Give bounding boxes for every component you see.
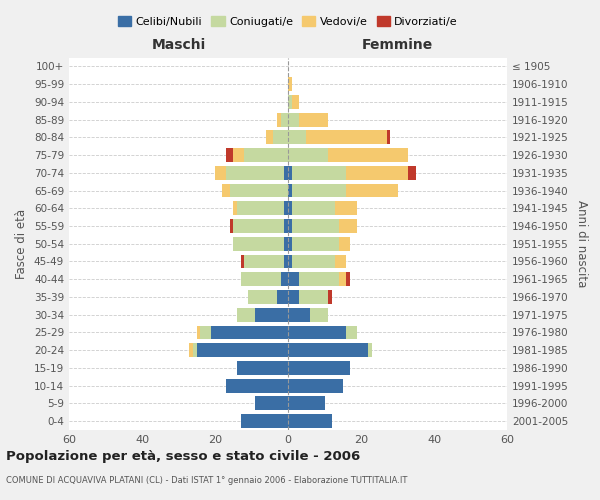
Bar xyxy=(288,95,292,109)
Bar xyxy=(226,166,284,179)
Bar xyxy=(288,254,292,268)
Bar xyxy=(190,344,193,357)
Text: COMUNE DI ACQUAVIVA PLATANI (CL) - Dati ISTAT 1° gennaio 2006 - Elaborazione TUT: COMUNE DI ACQUAVIVA PLATANI (CL) - Dati … xyxy=(6,476,407,485)
Bar xyxy=(255,396,288,410)
Bar xyxy=(368,344,372,357)
Bar xyxy=(226,148,233,162)
Bar xyxy=(284,254,288,268)
Bar xyxy=(339,219,358,233)
Bar xyxy=(241,272,281,286)
Text: Popolazione per età, sesso e stato civile - 2006: Popolazione per età, sesso e stato civil… xyxy=(6,450,360,463)
Bar xyxy=(335,202,358,215)
Bar xyxy=(292,166,346,179)
Bar xyxy=(310,308,328,322)
Bar xyxy=(386,130,390,144)
Bar xyxy=(288,290,299,304)
Bar xyxy=(409,166,416,179)
Bar xyxy=(306,130,386,144)
Bar xyxy=(288,378,343,392)
Bar xyxy=(346,326,358,340)
Bar xyxy=(230,184,288,198)
Bar xyxy=(284,166,288,179)
Bar xyxy=(197,344,288,357)
Bar xyxy=(288,326,346,340)
Bar xyxy=(299,112,328,126)
Bar xyxy=(299,290,328,304)
Bar xyxy=(292,184,346,198)
Bar xyxy=(292,202,335,215)
Bar xyxy=(339,272,346,286)
Bar xyxy=(233,237,284,250)
Legend: Celibi/Nubili, Coniugati/e, Vedovi/e, Divorziati/e: Celibi/Nubili, Coniugati/e, Vedovi/e, Di… xyxy=(115,13,461,30)
Bar xyxy=(288,184,292,198)
Bar xyxy=(284,219,288,233)
Bar xyxy=(288,344,368,357)
Bar xyxy=(288,202,292,215)
Bar xyxy=(244,148,288,162)
Bar xyxy=(277,290,288,304)
Bar xyxy=(346,166,409,179)
Text: Maschi: Maschi xyxy=(151,38,206,52)
Bar xyxy=(248,290,277,304)
Bar xyxy=(288,272,299,286)
Y-axis label: Fasce di età: Fasce di età xyxy=(16,208,28,279)
Bar xyxy=(237,361,288,375)
Bar xyxy=(292,254,335,268)
Bar xyxy=(226,378,288,392)
Y-axis label: Anni di nascita: Anni di nascita xyxy=(575,200,588,288)
Bar xyxy=(292,237,339,250)
Bar xyxy=(339,237,350,250)
Bar xyxy=(255,308,288,322)
Bar xyxy=(237,308,255,322)
Bar xyxy=(266,130,274,144)
Bar xyxy=(288,130,306,144)
Bar xyxy=(346,184,398,198)
Bar xyxy=(281,112,288,126)
Bar xyxy=(328,290,332,304)
Bar xyxy=(288,166,292,179)
Bar xyxy=(233,148,244,162)
Bar xyxy=(237,202,284,215)
Bar xyxy=(328,148,409,162)
Bar xyxy=(241,254,244,268)
Bar xyxy=(200,326,211,340)
Bar xyxy=(288,219,292,233)
Bar xyxy=(233,219,284,233)
Bar xyxy=(281,272,288,286)
Bar xyxy=(233,202,237,215)
Bar xyxy=(215,166,226,179)
Bar xyxy=(288,396,325,410)
Bar xyxy=(288,237,292,250)
Bar xyxy=(288,414,332,428)
Bar xyxy=(288,77,292,91)
Bar xyxy=(241,414,288,428)
Bar xyxy=(274,130,288,144)
Bar xyxy=(288,308,310,322)
Bar xyxy=(299,272,339,286)
Bar xyxy=(288,112,299,126)
Bar xyxy=(292,219,339,233)
Bar xyxy=(335,254,346,268)
Bar xyxy=(284,202,288,215)
Bar xyxy=(288,148,328,162)
Bar xyxy=(193,344,197,357)
Bar xyxy=(230,219,233,233)
Bar xyxy=(211,326,288,340)
Bar xyxy=(197,326,200,340)
Bar xyxy=(284,237,288,250)
Bar xyxy=(244,254,284,268)
Bar xyxy=(292,95,299,109)
Bar xyxy=(288,361,350,375)
Text: Femmine: Femmine xyxy=(362,38,433,52)
Bar xyxy=(277,112,281,126)
Bar xyxy=(222,184,230,198)
Bar xyxy=(346,272,350,286)
